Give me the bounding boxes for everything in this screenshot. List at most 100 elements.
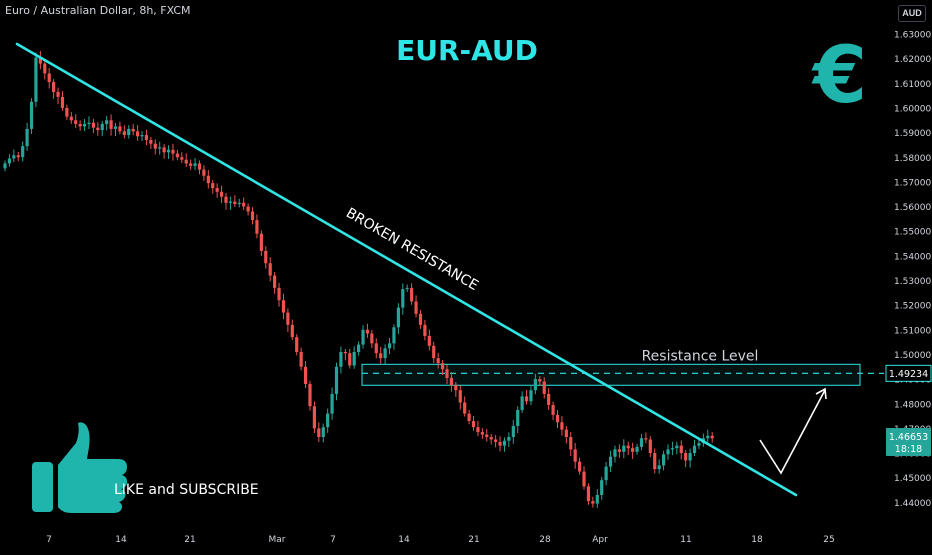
candle-body [653,453,657,470]
candle-body [392,327,396,344]
time-axis-label: Apr [592,535,608,545]
candle-body [357,344,361,352]
candle-body [131,128,135,132]
candle-body [47,73,51,83]
candle-body [277,287,281,301]
thumbs-up-icon[interactable] [32,422,128,513]
current-price-tag-text: 1.46653 [889,432,928,443]
candle-body [410,287,414,302]
candle-body [228,201,233,203]
candle-body [153,143,157,149]
candle-body [374,343,378,354]
candle-body [100,123,104,131]
candle-body [7,158,12,164]
candle-body [604,466,608,481]
candle-body [140,135,144,137]
candle-body [286,312,290,325]
candle-body [485,434,489,438]
euro-icon: € [811,31,867,121]
candle-body [122,131,126,136]
candle-body [555,414,560,423]
candle-body [149,139,153,144]
candle-body [43,63,47,74]
candle-body [494,439,498,442]
price-axis-label: 1.51000 [894,326,931,336]
candle-body [396,307,400,328]
candle-body [233,201,237,205]
candle-body [432,345,436,359]
candle-body [3,163,7,169]
candle-body [56,91,60,97]
candle-body [343,351,347,354]
candle-body [175,153,179,158]
candle-body [538,379,542,382]
candle-body [118,126,122,132]
candle-body [78,123,82,127]
candle-body [383,348,387,359]
candle-body [502,440,507,446]
candle-body [180,157,184,160]
candle-body [635,446,639,452]
candle-body [224,196,228,203]
candle-body [692,445,697,454]
price-axis-label: 1.60000 [894,104,931,114]
candle-body [158,147,162,149]
resistance-price-tag-text: 1.49234 [889,369,928,380]
candle-body [414,301,418,314]
candle-body [405,287,409,290]
candle-body [697,443,701,446]
candle-body [250,211,255,221]
candle-body [295,337,299,352]
broken-resistance-trendline [15,42,798,497]
candle-body [348,353,352,366]
currency-button[interactable]: AUD [898,5,926,22]
price-axis-label: 1.55000 [894,228,931,238]
candle-body [166,149,171,153]
candle-body [560,422,564,430]
candle-body [564,429,568,438]
candle-body [361,329,365,345]
price-axis-label: 1.56000 [894,203,931,213]
candle-body [206,175,210,184]
candle-body [246,206,250,212]
candle-body [661,454,666,466]
candle-body [547,393,551,405]
candle-body [69,116,73,121]
candle-body [12,155,16,159]
countdown-tag-text: 18:18 [895,444,922,455]
price-axis-label: 1.52000 [894,302,931,312]
candle-body [578,461,582,472]
candle-body [16,155,20,158]
candle-body [339,351,343,367]
time-axis-label: 21 [184,535,195,545]
candle-body [710,435,714,439]
candle-body [573,449,577,462]
current-price-tag [886,427,931,456]
time-axis-label: 21 [468,535,479,545]
candle-body [436,358,440,364]
candle-body [264,250,268,264]
candle-body [162,147,166,153]
candle-body [171,149,175,154]
candle-body [401,289,405,308]
candle-body [60,96,65,108]
candle-body [352,351,356,366]
price-axis-label: 1.54000 [894,252,931,262]
time-axis-label: 14 [115,535,127,545]
candle-body [96,127,100,131]
price-axis-label: 1.58000 [894,154,931,164]
candle-body [617,449,621,452]
candle-body [467,413,471,422]
candle-body [21,146,25,158]
candle-body [679,445,683,454]
candle-body [524,396,529,402]
candle-body [427,335,431,346]
candle-body [193,163,197,166]
overlay-layer: € LIKE and SUBSCRIBE [32,31,867,513]
candle-body [215,188,219,192]
candle-body [644,438,648,440]
candle-body [551,404,555,415]
